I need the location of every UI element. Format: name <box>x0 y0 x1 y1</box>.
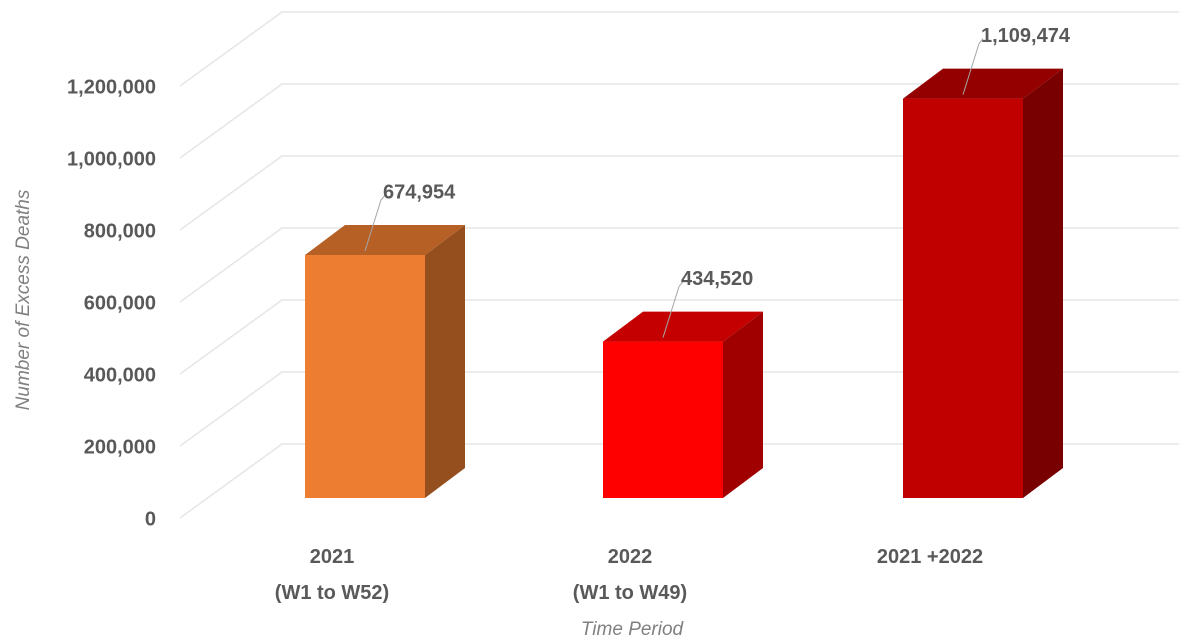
leader-line <box>364 194 386 252</box>
bar-top <box>603 311 763 342</box>
y-axis-title: Number of Excess Deaths <box>13 189 34 410</box>
y-tick-label: 0 <box>145 508 156 530</box>
bar-side <box>425 225 465 499</box>
grid-line <box>179 299 1179 375</box>
grid-line <box>179 227 1179 303</box>
grid-line <box>179 155 1179 231</box>
bar-front <box>903 98 1023 499</box>
y-tick-label: 600,000 <box>84 292 156 314</box>
bar-top <box>305 225 465 256</box>
value-label: 1,109,474 <box>981 25 1071 47</box>
value-label: 674,954 <box>383 181 456 203</box>
bar-side <box>723 311 763 498</box>
y-tick-label: 1,000,000 <box>67 148 156 170</box>
x-axis-title: Time Period <box>581 619 685 640</box>
bar <box>305 225 465 499</box>
y-tick-label: 800,000 <box>84 220 156 242</box>
grid-line <box>179 371 1179 447</box>
y-tick-label: 400,000 <box>84 364 156 386</box>
y-tick-label: 200,000 <box>84 436 156 458</box>
bar-side <box>1023 68 1063 499</box>
grid-line <box>179 443 1179 519</box>
bar <box>903 68 1063 499</box>
bar-front <box>305 255 425 498</box>
value-label: 434,520 <box>681 268 753 290</box>
leader-line <box>962 38 984 95</box>
y-tick-label: 1,200,000 <box>67 76 156 98</box>
bar-front <box>603 341 723 498</box>
x-tick-label: 2021 (W1 to W52) <box>275 546 389 604</box>
x-tick-label: 2021 +2022 <box>877 546 983 568</box>
grid-line <box>179 83 1179 159</box>
bar-top <box>903 68 1063 99</box>
bar <box>603 311 763 498</box>
leader-line <box>662 281 684 338</box>
grid-line <box>179 11 1179 87</box>
x-tick-label: 2022 (W1 to W49) <box>573 546 687 604</box>
